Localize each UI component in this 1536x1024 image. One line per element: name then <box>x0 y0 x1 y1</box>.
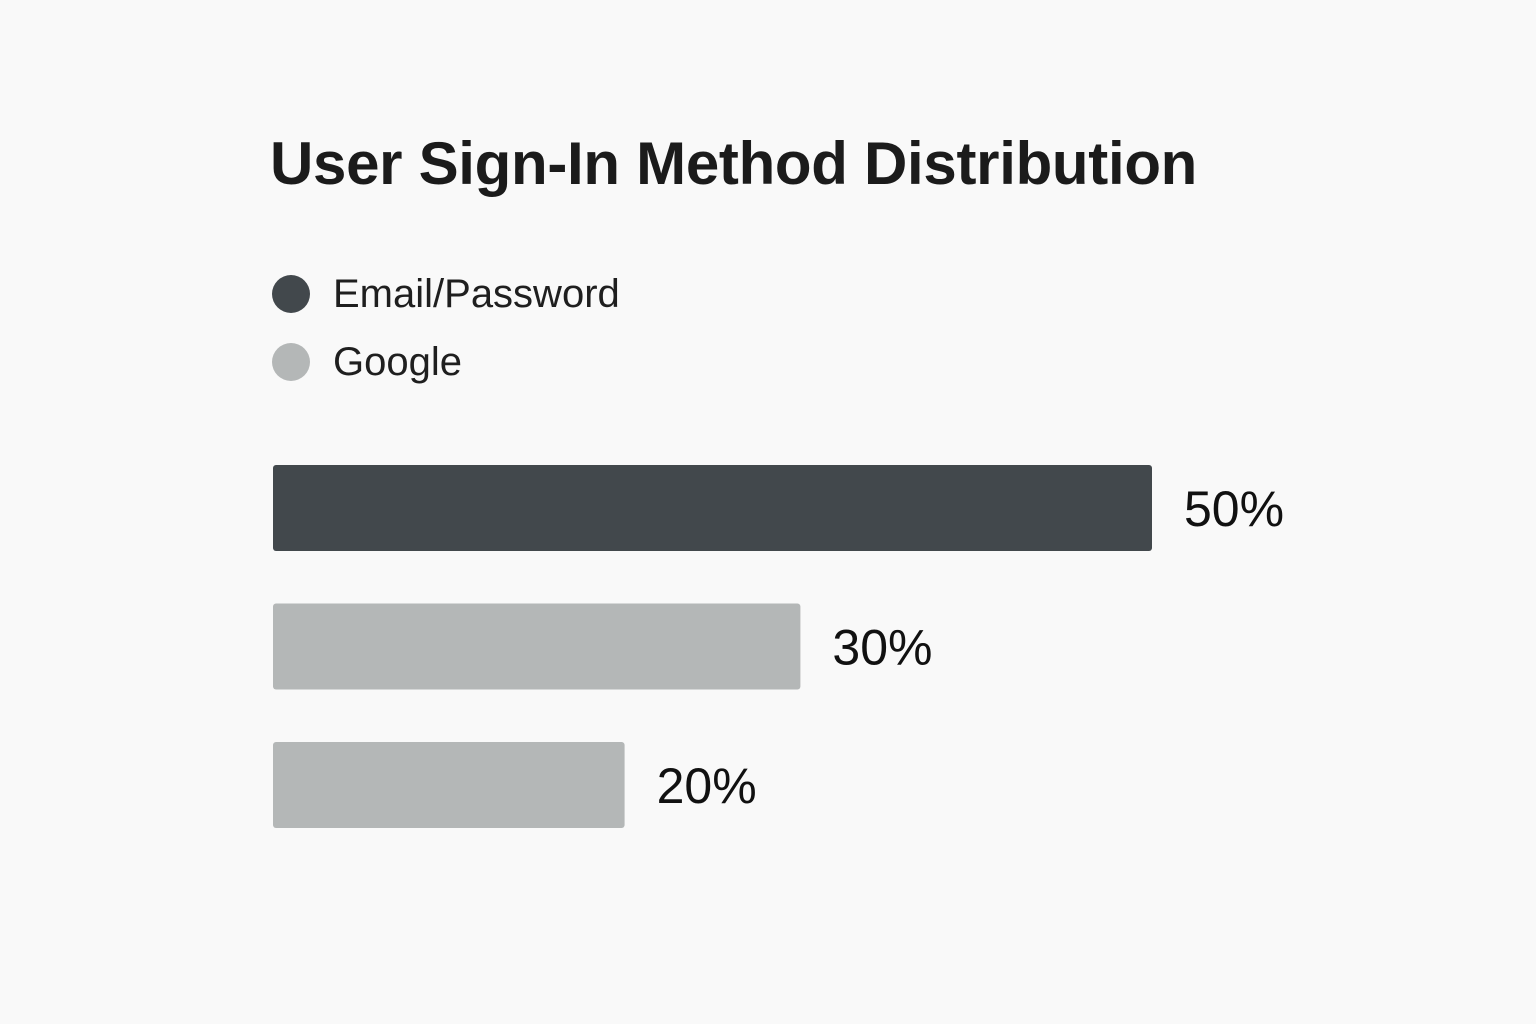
bar-3 <box>273 742 625 828</box>
bar-1 <box>273 465 1152 551</box>
bar-value-label-3: 20% <box>657 758 757 814</box>
legend-label-email-password: Email/Password <box>333 272 620 316</box>
legend-item-email-password: Email/Password <box>272 270 620 318</box>
legend-swatch-email-password <box>272 275 310 313</box>
legend-swatch-google <box>272 343 310 381</box>
bar-value-label-2: 30% <box>832 620 932 676</box>
legend-label-google: Google <box>333 340 462 384</box>
legend-item-google: Google <box>272 338 620 386</box>
bar-value-label-1: 50% <box>1184 481 1284 537</box>
bar-2 <box>273 603 801 690</box>
chart-title: User Sign-In Method Distribution <box>270 130 1198 197</box>
chart-legend: Email/Password Google <box>272 270 620 406</box>
